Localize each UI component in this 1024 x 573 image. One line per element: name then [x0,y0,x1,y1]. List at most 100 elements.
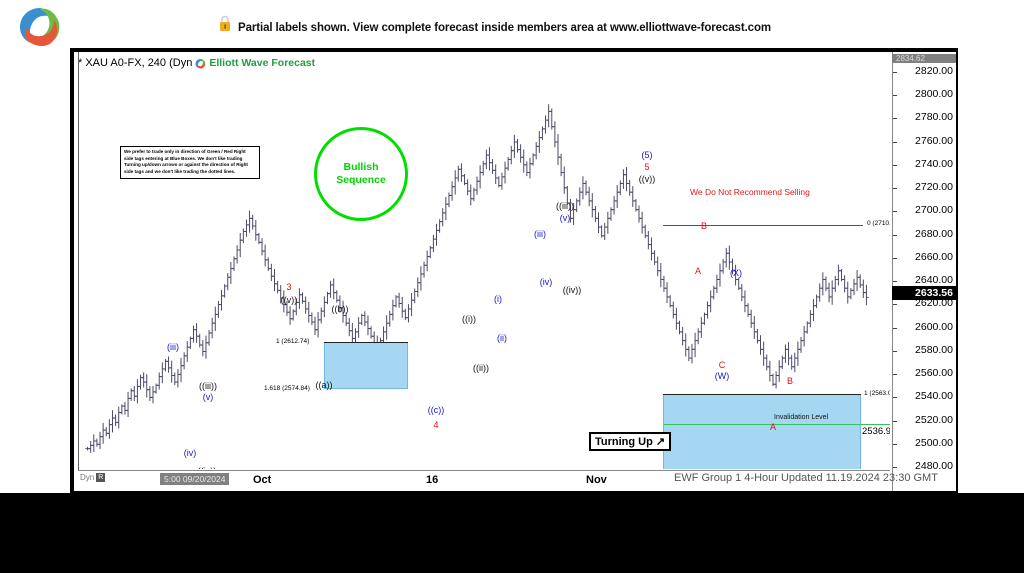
wave-label-5-21: 5 [644,162,650,172]
wave-label-B-28: B [786,376,794,386]
symbol-header: * XAU A0-FX, 240 (Dyn Elliott Wave Forec… [78,54,315,72]
wave-label-ii-12: ((ii)) [473,363,489,373]
bottom-letterbox [0,493,1024,573]
wave-label-v-18: (v) [559,213,571,223]
wave-label-v-3: (v) [202,392,214,402]
price-axis-label: 2820.00 [915,65,953,77]
chart-inner: * XAU A0-FX, 240 (Dyn Elliott Wave Forec… [74,52,956,491]
top-banner: Partial labels shown. View complete fore… [0,0,1024,48]
price-axis-label: 2660.00 [915,250,953,263]
wave-label-4-10: 4 [433,420,439,430]
price-axis-label: 2760.00 [915,134,953,147]
wave-label-i-13: (i) [494,294,502,304]
blue-box-wave-4-top-level: 1 (2612.74) [276,338,310,345]
fib-target-label: 0 (2710.01) [867,220,890,227]
wave-label-A-29: A [769,422,777,432]
price-tick [893,141,897,143]
wave-label-v-6: ((v)) [280,295,298,305]
price-axis-label: 2560.00 [915,367,953,380]
price-tick [893,95,897,97]
wave-label-B-23: B [700,221,708,231]
wave-label-iii-0: (iii) [167,342,179,352]
left-margin [0,48,70,493]
price-tick [893,467,897,468]
elliottwave-logo-icon [18,6,62,46]
price-axis-label: 2700.00 [915,204,953,217]
bullish-sequence-line1: Bullish [343,160,379,173]
lock-icon [218,14,232,32]
price-axis-label: 2780.00 [915,111,953,124]
price-axis-label: 2720.00 [915,181,953,194]
price-tick [893,118,897,120]
wave-label-iv-16: (iv) [539,277,553,287]
wave-label-iv-1: (iv) [183,448,197,458]
note-line-1: We prefer to trade only in direction of … [124,149,246,154]
price-axis[interactable]: 2834.62 2820.00 2800.00 2780.00 2760.00 2740… [892,52,956,491]
wave-label-i-11: ((i)) [462,314,476,324]
note-line-3: Turning up/down arrows or against the di… [124,162,248,168]
price-axis-label: 2480.00 [915,460,953,472]
note-line-2: side tags entering at Blue Boxes. We don… [124,155,243,161]
turning-up-tag: Turning Up ↗ [589,432,672,451]
price-axis-label: 2600.00 [915,320,953,333]
blue-box-wave-y-top-line [663,394,861,395]
price-tick [893,281,897,283]
wave-label-iii-15: (iii) [534,229,546,239]
price-axis-label: 2740.00 [915,157,953,170]
wave-label-C-26: C [718,360,726,370]
blue-box-wave-4 [324,342,408,389]
price-tick [893,257,897,259]
price-tick [893,234,897,236]
last-price-marker: 2633.56 [892,286,956,300]
price-axis-label: 2580.00 [915,343,953,356]
dyn-toggle-icon[interactable]: Dyn R [80,473,106,482]
no-sell-warning: We Do Not Recommend Selling [690,187,810,197]
cursor-time-tag: 5:00 09/20/2024 [160,473,230,485]
price-tick [893,327,897,329]
fib-target-line [663,225,863,226]
price-tick [893,374,897,376]
time-axis[interactable]: Dyn R 5:00 09/20/2024 Oct 16 Nov [78,470,890,491]
bullish-sequence-marker: Bullish Sequence [314,127,408,221]
time-label-oct: Oct [253,474,272,486]
wave-label-iv-19: ((iv)) [562,285,582,295]
blue-box-wave-4-bottom-level: 1.618 (2574.84) [264,385,310,392]
wave-label-a-7: ((a)) [315,380,333,390]
dyn-label: Dyn [80,473,95,482]
price-tick [893,164,897,166]
wave-label-3-5: 3 [286,282,292,292]
wave-label-c-9: ((c)) [427,405,445,415]
banner-message: Partial labels shown. View complete fore… [238,22,772,34]
price-tick [893,72,897,73]
ewf-swirl-icon [195,58,206,69]
blue-box-wave-y-top-level: 1 (2563.01) [864,390,890,397]
blue-box-wave-y [663,394,861,469]
wave-label-ii-14: (ii) [497,333,507,343]
wave-label-5-20: (5) [641,150,653,160]
wave-label-iii-17: ((iii)) [556,201,574,211]
note-line-4: side tags and we don't like trading the … [124,168,236,174]
price-axis-label: 2540.00 [915,390,953,403]
ewf-brand-label: Elliott Wave Forecast [209,57,316,69]
wave-label-A-24: A [694,266,702,276]
wave-label-X-25: (X) [730,268,742,278]
price-tick [893,350,897,352]
dyn-square-icon: R [96,473,106,482]
price-tick [893,397,897,399]
high-price-marker: 2834.62 [892,54,956,63]
price-tick [893,443,897,445]
right-margin [958,48,1024,493]
blue-box-wave-4-top-line [324,342,408,343]
price-plot[interactable]: 1 (2612.74) 1.618 (2574.84) 1 (2563.01) … [78,74,890,469]
invalidation-price: 2536.99 [862,426,890,437]
chart-window: * XAU A0-FX, 240 (Dyn Elliott Wave Forec… [70,48,958,493]
price-axis-label: 2500.00 [915,436,953,449]
wave-label-iii-2: ((iii)) [199,381,217,391]
invalidation-line [664,424,890,425]
price-tick [893,188,897,190]
price-tick [893,304,897,306]
time-label-16: 16 [426,474,439,486]
wave-label-W-27: (W) [714,371,730,381]
price-axis-label: 2520.00 [915,413,953,426]
invalidation-label: Invalidation Level [774,414,829,421]
